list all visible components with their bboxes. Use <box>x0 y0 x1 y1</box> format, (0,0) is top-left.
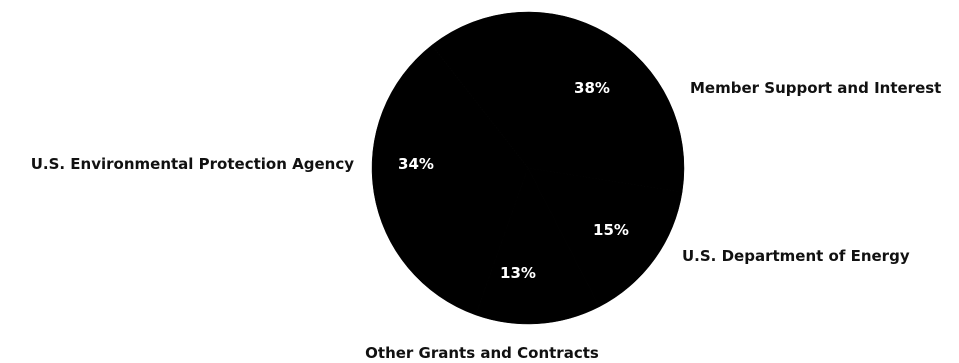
pie-slices <box>371 11 685 325</box>
slice-epa <box>371 44 529 316</box>
value-label-other-grants: 13% <box>500 264 536 282</box>
value-label-member-support: 38% <box>574 79 610 97</box>
value-label-epa: 34% <box>398 155 434 173</box>
value-label-doe: 15% <box>593 221 629 239</box>
category-label-epa: U.S. Environmental Protection Agency <box>31 155 355 173</box>
slice-member-support <box>431 11 685 193</box>
category-label-member-support: Member Support and Interest <box>690 79 941 97</box>
category-label-other-grants: Other Grants and Contracts <box>365 344 599 362</box>
slice-doe <box>527 167 683 308</box>
slice-other-grants <box>475 167 600 325</box>
category-label-doe: U.S. Department of Energy <box>682 247 910 265</box>
